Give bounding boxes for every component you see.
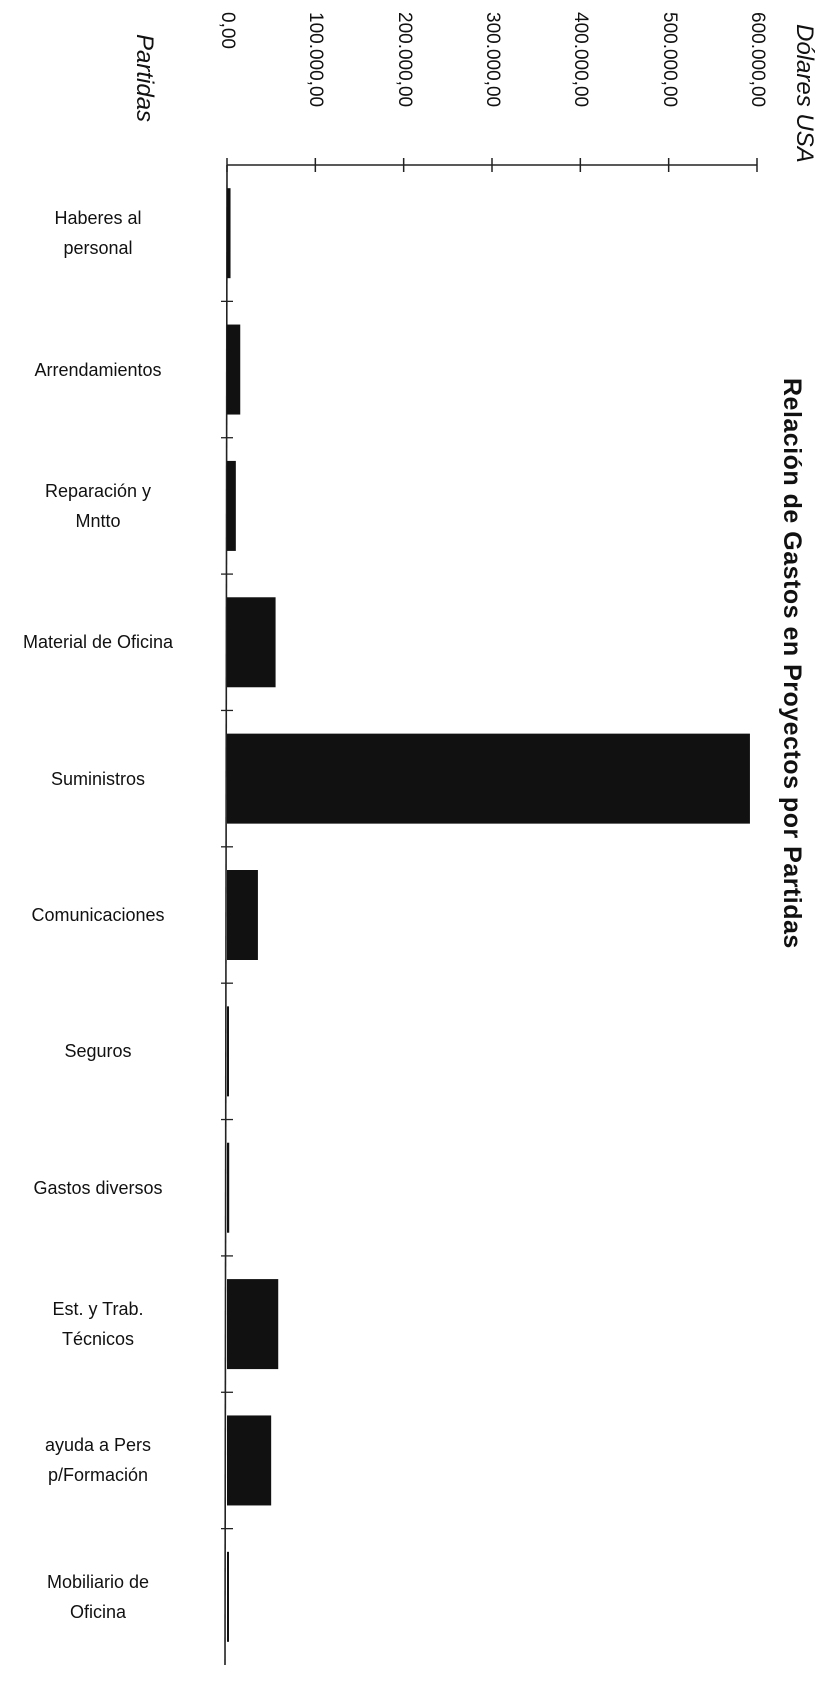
category-label-line: Mobiliario de — [46, 1571, 150, 1592]
category-label: Seguros — [0, 1036, 198, 1066]
category-label-line: Oficina — [69, 1601, 127, 1622]
value-tick-label: 500.000,00 — [658, 12, 680, 108]
bar — [227, 1279, 279, 1370]
bar — [227, 1142, 230, 1233]
category-label-line: Técnicos — [61, 1329, 135, 1350]
value-tick-label: 100.000,00 — [305, 12, 327, 108]
value-tick-label: 0,00 — [217, 12, 238, 49]
category-label: Est. y Trab. Técnicos — [0, 1294, 198, 1354]
category-label-line: Reparación y — [44, 480, 152, 501]
category-label: Comunicaciones — [0, 900, 198, 930]
category-label: Haberes al personal — [0, 203, 198, 263]
category-label-line: personal — [63, 238, 133, 259]
category-label-line: Material de Oficina — [22, 632, 174, 653]
category-axis-line — [224, 164, 228, 1666]
bar — [227, 324, 241, 415]
category-label: Material de Oficina — [0, 627, 198, 657]
category-axis-label: Partidas — [131, 34, 158, 123]
category-label-line: Arrendamientos — [34, 359, 162, 380]
chart-title: Relación de Gastos en Proyectos por Part… — [778, 378, 806, 949]
category-label-line: ayuda a Pers — [44, 1435, 152, 1456]
value-tick-label: 400.000,00 — [570, 12, 592, 108]
chart-axes — [221, 158, 758, 1666]
chart-bars — [227, 188, 750, 1642]
category-label-line: p/Formación — [47, 1465, 149, 1486]
value-axis-label: Dólares USA — [791, 24, 818, 163]
category-label-line: Est. y Trab. — [52, 1299, 144, 1320]
category-label: Arrendamientos — [0, 355, 198, 385]
category-label-line: Mntto — [75, 510, 121, 531]
bar — [227, 1551, 229, 1642]
value-tick-label: 200.000,00 — [393, 12, 415, 108]
bar — [227, 188, 231, 279]
category-label: ayuda a Pers p/Formación — [0, 1430, 198, 1490]
bar — [227, 870, 258, 960]
category-label: Reparación y Mntto — [0, 476, 198, 536]
bar — [227, 1415, 272, 1506]
category-label-line: Haberes al — [54, 208, 142, 229]
bar — [227, 597, 276, 688]
category-label-line: Gastos diversos — [33, 1177, 163, 1198]
bar — [227, 733, 750, 824]
category-label: Suministros — [0, 764, 198, 794]
value-tick-label: 600.000,00 — [747, 12, 768, 108]
category-label-line: Suministros — [50, 768, 146, 789]
bar — [227, 1006, 229, 1097]
category-label-line: Comunicaciones — [31, 905, 165, 925]
bar — [227, 460, 236, 551]
category-label: Gastos diversos — [0, 1173, 198, 1203]
category-label-line: Seguros — [64, 1041, 132, 1062]
category-label: Mobiliario de Oficina — [0, 1567, 198, 1627]
value-tick-label: 300.000,00 — [482, 12, 503, 108]
